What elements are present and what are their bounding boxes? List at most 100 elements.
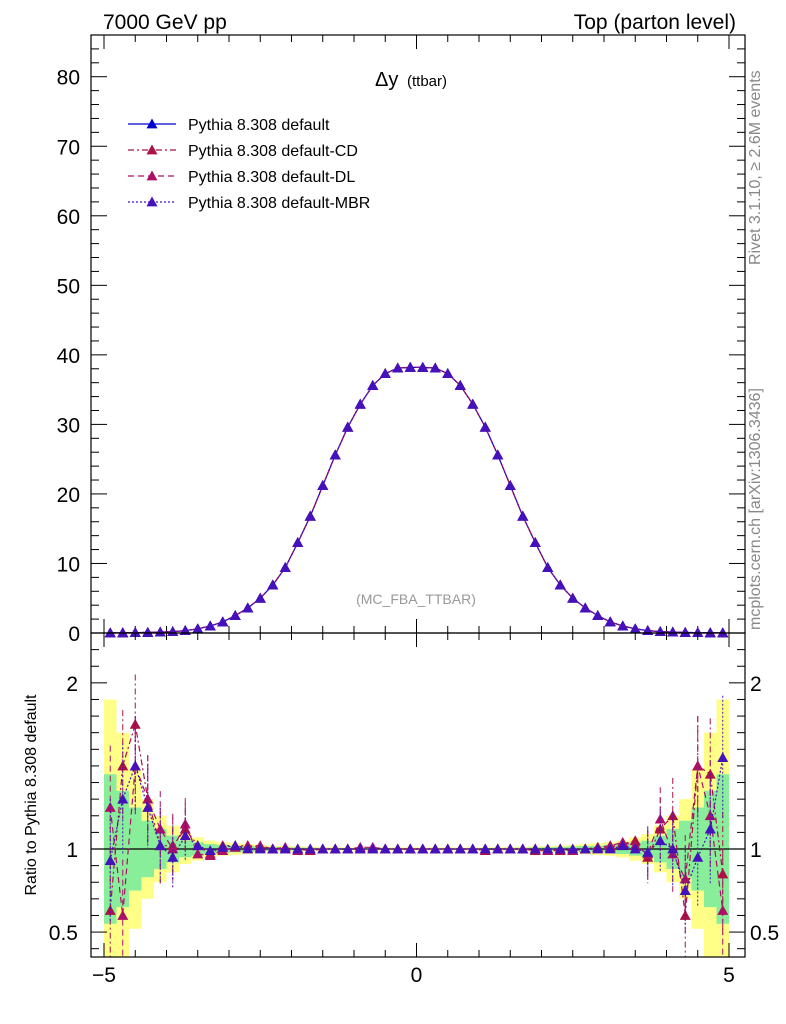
ratio-data-point	[229, 840, 241, 851]
main-data-point	[129, 627, 141, 638]
ratio-data-point	[454, 843, 466, 854]
ratio-data-point	[329, 843, 341, 854]
main-data-point	[554, 579, 566, 590]
main-data-point	[292, 537, 304, 548]
ratio-data-point	[642, 846, 654, 857]
ratio-data-point	[667, 843, 679, 854]
ratio-data-point	[217, 841, 229, 852]
ratio-axis-ticks	[91, 633, 745, 957]
mcplots-reference-label: mcplots.cern.ch [arXiv:1306.3436]	[747, 388, 764, 630]
legend-marker	[146, 170, 158, 181]
analysis-watermark: (MC_FBA_TTBAR)	[356, 591, 476, 607]
main-data-point	[467, 398, 479, 409]
main-data-point	[204, 620, 216, 631]
legend-label: Pythia 8.308 default	[188, 117, 330, 134]
ratio-data-point	[104, 855, 116, 866]
ratio-data-point	[192, 848, 204, 859]
plot-title-sub: (ttbar)	[407, 73, 447, 90]
ratio-data-point	[679, 885, 691, 895]
header-left: 7000 GeV pp	[103, 11, 227, 34]
ratio-y-tick-label-left: 2	[66, 673, 78, 696]
main-y-tick-label: 0	[68, 623, 80, 646]
rivet-version-label: Rivet 3.1.10, ≥ 2.6M events	[747, 70, 764, 265]
legend-marker	[146, 144, 158, 155]
ratio-data-point	[629, 835, 641, 846]
ratio-uncertainty-bands	[104, 699, 729, 957]
main-data-point	[417, 361, 429, 372]
main-data-point	[592, 610, 604, 621]
ratio-data-point	[579, 843, 591, 854]
ratio-data-point	[617, 840, 629, 851]
ratio-data-point	[629, 843, 641, 854]
main-data-point	[192, 623, 204, 634]
ratio-data-point	[404, 843, 416, 854]
main-curves	[104, 361, 729, 638]
main-data-point	[429, 362, 441, 373]
ratio-curves	[91, 674, 745, 957]
ratio-data-point	[479, 843, 491, 854]
ratio-y-axis-label: Ratio to Pythia 8.308 default	[23, 694, 40, 896]
ratio-data-point	[154, 840, 166, 851]
ratio-series-line	[109, 724, 724, 916]
main-data-point	[242, 602, 254, 613]
main-data-point	[342, 421, 354, 432]
main-y-tick-label: 20	[57, 484, 80, 507]
ratio-data-point	[267, 843, 279, 854]
ratio-panel: 0.5 0.5 1 1 2 2 −5 0 5	[49, 632, 779, 987]
main-data-point	[229, 610, 241, 621]
ratio-data-point	[604, 843, 616, 854]
ratio-data-point	[279, 843, 291, 854]
ratio-data-point	[142, 801, 154, 812]
main-data-point	[267, 579, 279, 590]
plot-title-main: Δy	[375, 69, 398, 91]
ratio-x-tick-label: 5	[723, 964, 735, 987]
ratio-data-point	[529, 843, 541, 854]
main-data-point	[442, 368, 454, 379]
main-data-point	[717, 627, 729, 638]
main-panel: 0 10 20 30 40 50 60 70 80	[57, 34, 746, 646]
main-data-point	[354, 398, 366, 409]
legend-marker	[146, 118, 158, 129]
ratio-data-point	[167, 843, 179, 854]
ratio-data-point	[417, 843, 429, 854]
ratio-data-point	[704, 823, 716, 834]
ratio-data-point	[379, 843, 391, 854]
main-data-point	[492, 449, 504, 460]
ratio-data-point	[354, 843, 366, 854]
main-y-tick-label: 80	[57, 67, 80, 90]
ratio-data-point	[592, 843, 604, 854]
ratio-data-point	[142, 793, 154, 804]
main-data-point	[667, 626, 679, 637]
main-data-point	[304, 510, 316, 521]
ratio-data-point	[104, 904, 116, 915]
ratio-data-point	[117, 760, 129, 771]
ratio-y-tick-label-right: 0.5	[750, 922, 779, 945]
main-data-point	[604, 616, 616, 627]
ratio-data-point	[654, 835, 666, 846]
main-y-tick-label: 10	[57, 553, 80, 576]
ratio-data-point	[679, 873, 691, 884]
main-data-point	[517, 510, 529, 521]
ratio-data-point	[304, 843, 316, 854]
ratio-data-point	[392, 843, 404, 854]
ratio-data-point	[554, 843, 566, 854]
ratio-y-tick-label-left: 0.5	[49, 922, 78, 945]
ratio-data-point	[442, 843, 454, 854]
main-data-point	[317, 480, 329, 490]
main-y-tick-label: 70	[57, 136, 80, 159]
ratio-x-tick-label: −5	[92, 964, 116, 987]
ratio-data-point	[129, 760, 141, 771]
ratio-data-point	[717, 904, 729, 915]
main-y-tick-label: 50	[57, 275, 80, 298]
ratio-series-line	[109, 757, 724, 893]
main-data-point	[567, 592, 579, 603]
main-data-point	[117, 627, 129, 638]
main-data-point	[692, 627, 704, 638]
main-data-point	[104, 627, 116, 638]
ratio-data-point	[717, 752, 729, 763]
main-data-point	[142, 626, 154, 637]
ratio-data-point	[192, 840, 204, 851]
main-data-point	[704, 627, 716, 638]
main-y-tick-labels: 0 10 20 30 40 50 60 70 80	[57, 67, 80, 646]
ratio-data-point	[467, 843, 479, 854]
